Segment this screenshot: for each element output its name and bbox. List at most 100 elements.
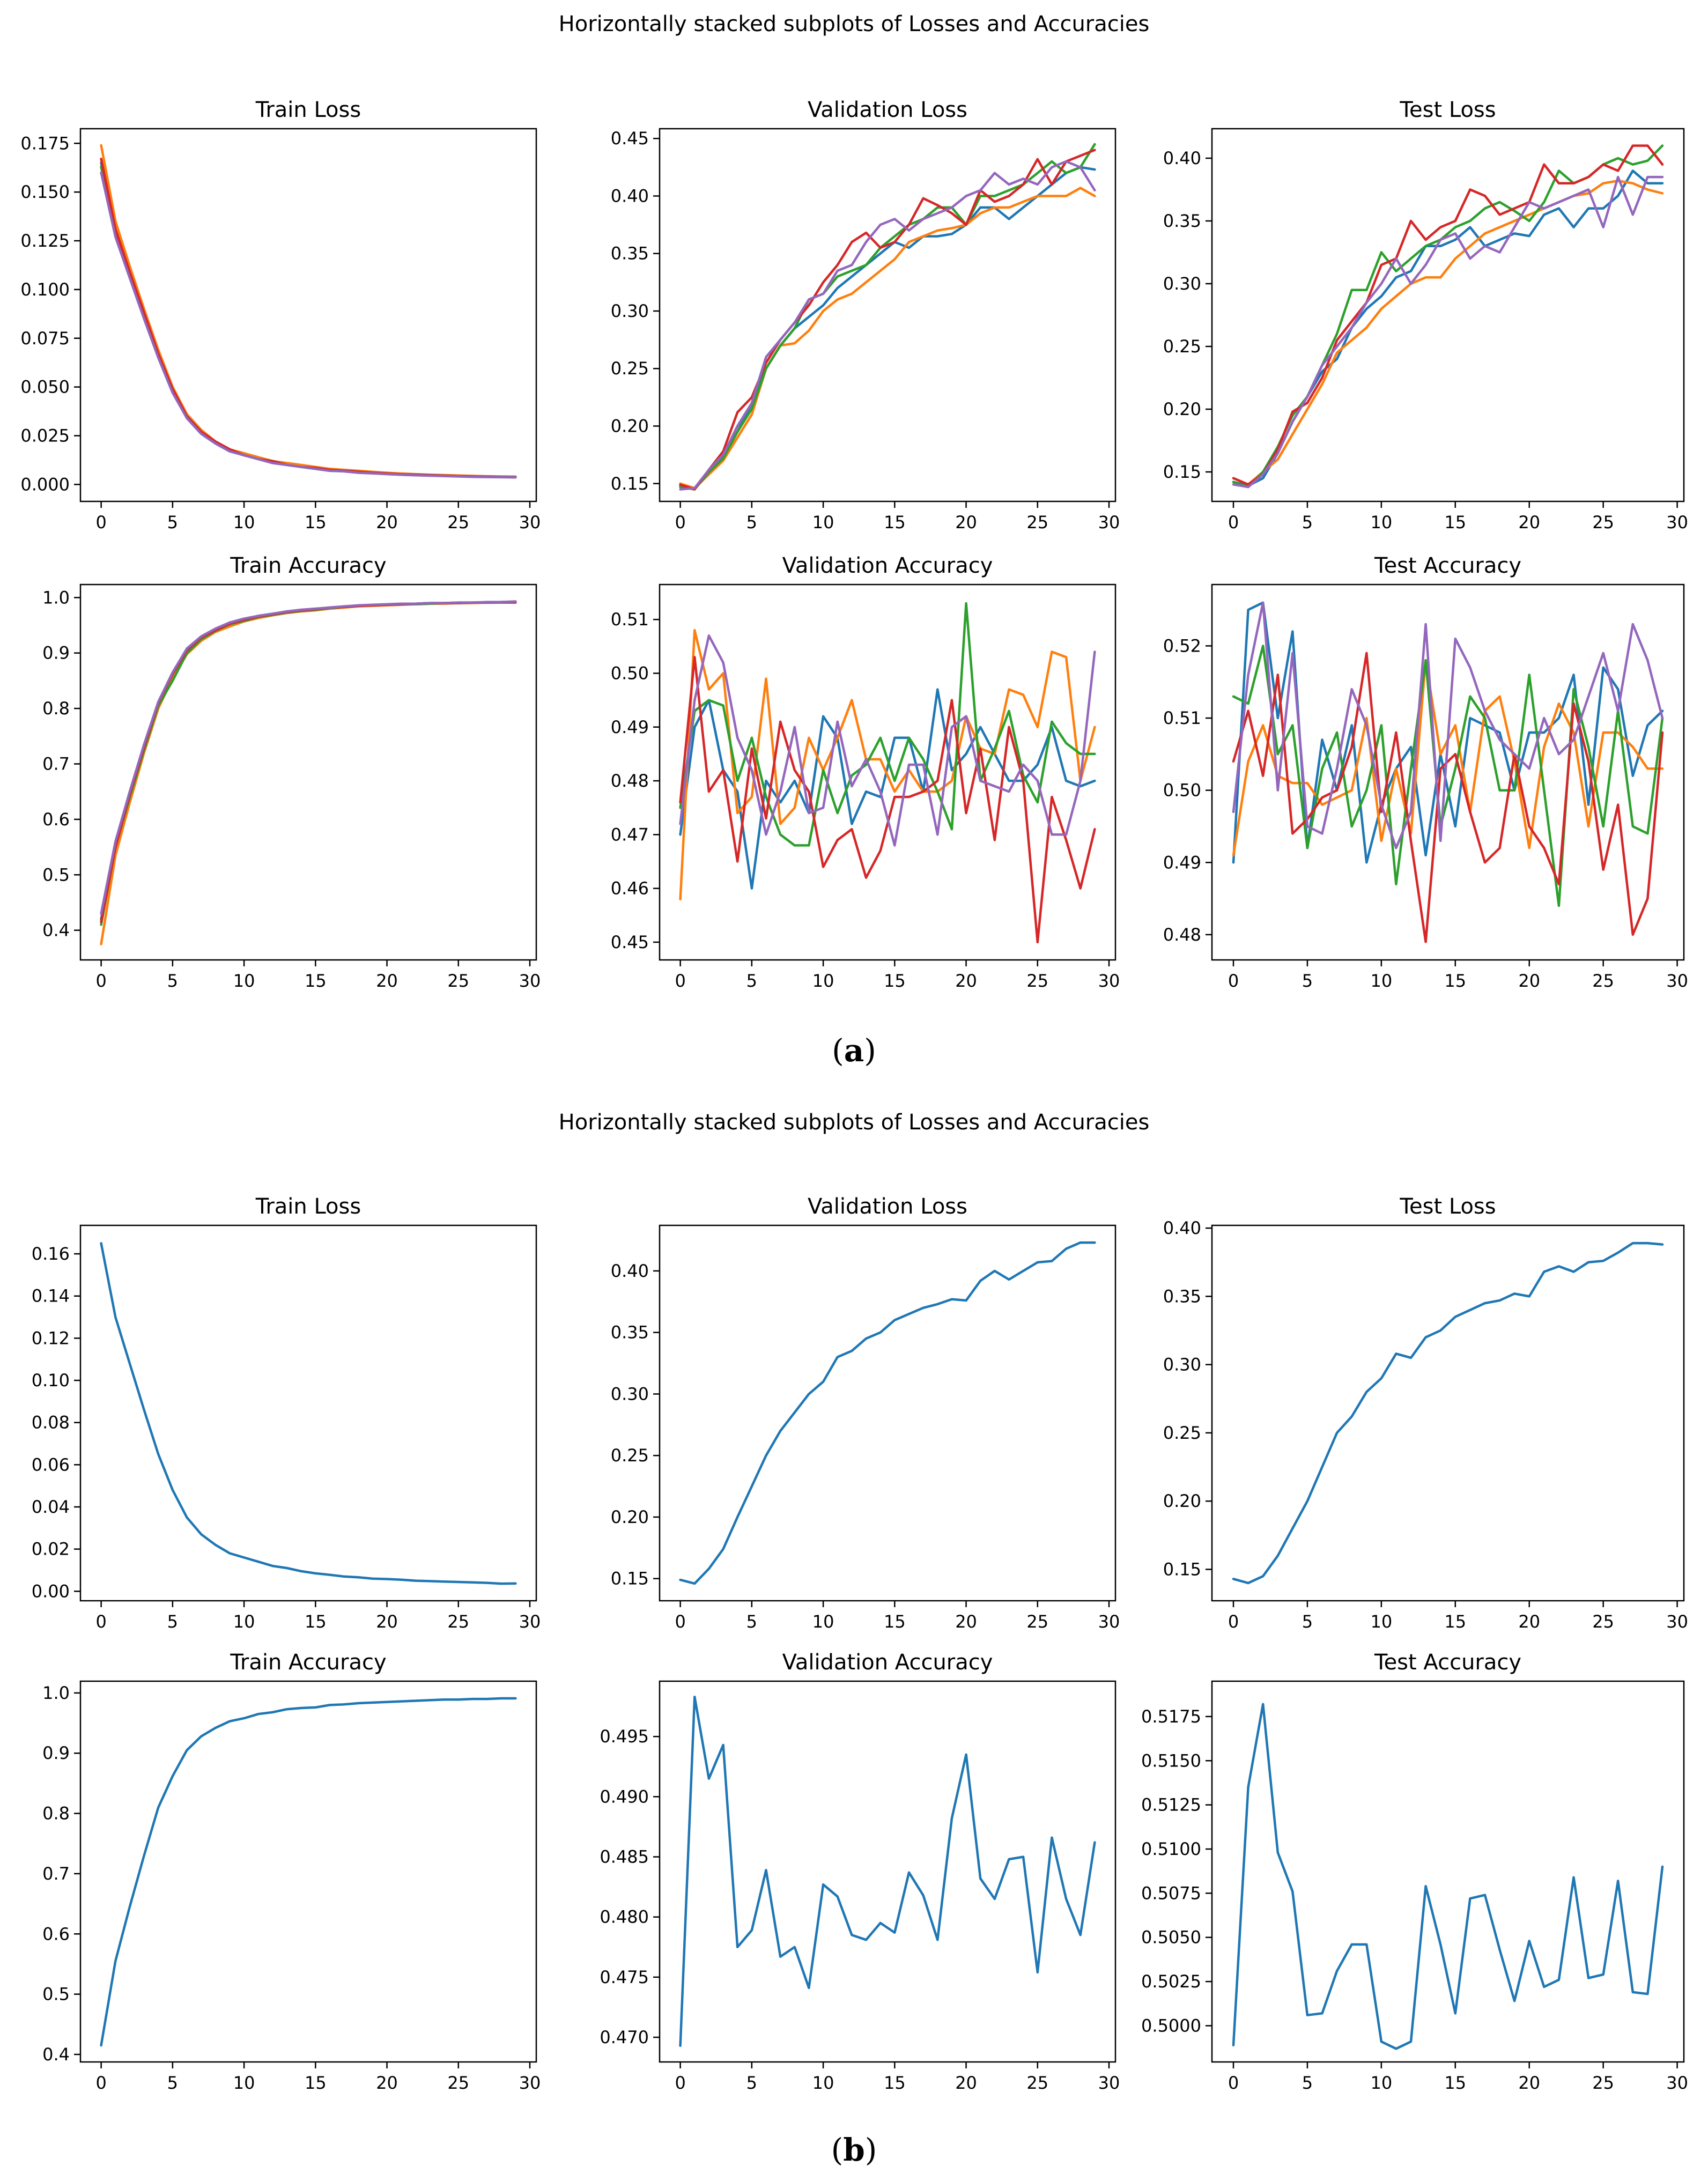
chart-b-validation-accuracy-xtick-label: 15 [884, 2073, 906, 2093]
chart-b-test-loss-series-1 [1232, 1241, 1664, 1585]
chart-a-test-loss-series-4 [1232, 144, 1664, 486]
suptitle-a: Horizontally stacked subplots of Losses … [558, 12, 1150, 36]
chart-a-train-loss-ytick-label: 0.100 [20, 279, 70, 300]
chart-a-train-accuracy-ytick-label: 1.0 [42, 587, 70, 608]
chart-a-test-accuracy-ytick-label: 0.52 [1163, 635, 1201, 656]
chart-b-validation-accuracy-frame [659, 1680, 1117, 2063]
chart-a-validation-loss-ytick-label: 0.15 [611, 474, 649, 494]
chart-b-validation-accuracy-ytick-label: 0.485 [600, 1847, 649, 1867]
chart-b-train-loss-xtick-label: 30 [519, 1611, 541, 1632]
chart-b-test-loss: Test Loss 0 5 10 15 20 25 30 0.15 0.20 0.25 0.30 0.3… [1163, 1194, 1688, 1632]
chart-b-validation-accuracy-ytick-label: 0.480 [600, 1907, 649, 1927]
chart-a-test-accuracy-ytick-label: 0.49 [1163, 852, 1201, 873]
chart-a-validation-loss-xtick-label: 30 [1098, 512, 1120, 533]
chart-a-train-accuracy-ytick-label: 0.6 [42, 809, 70, 830]
chart-b-train-accuracy-xtick-label: 30 [519, 2073, 541, 2093]
chart-a-validation-accuracy-series-4 [679, 656, 1096, 944]
chart-a-test-accuracy-series-3 [1232, 645, 1664, 907]
chart-b-test-loss-ytick-label: 0.35 [1163, 1286, 1201, 1306]
chart-a-validation-accuracy-xtick-label: 0 [675, 971, 685, 991]
chart-b-test-loss-ytick-label: 0.40 [1163, 1218, 1201, 1238]
chart-b-test-accuracy: Test Accuracy 0 5 10 15 20 25 30 0.5000 0.5025 0.5… [1141, 1650, 1688, 2093]
chart-a-train-accuracy-xtick-label: 15 [305, 971, 327, 991]
chart-b-test-loss-ytick-label: 0.15 [1163, 1559, 1201, 1579]
chart-b-validation-loss-xtick-label: 20 [955, 1611, 977, 1632]
chart-b-test-accuracy-ytick-label: 0.5025 [1141, 1971, 1201, 1992]
chart-a-test-loss-series-3 [1232, 144, 1664, 489]
chart-a-test-accuracy-series-5 [1232, 601, 1664, 849]
chart-b-train-accuracy-ytick-label: 0.7 [42, 1864, 70, 1884]
chart-b-test-loss-xtick-label: 20 [1518, 1611, 1540, 1632]
chart-b-validation-loss-ytick-label: 0.35 [611, 1322, 649, 1343]
chart-b-test-loss-ytick-label: 0.25 [1163, 1423, 1201, 1443]
chart-a-validation-loss-ytick-label: 0.35 [611, 243, 649, 264]
caption-a: (a) [832, 1032, 876, 1069]
chart-a-test-accuracy-series-4 [1232, 652, 1664, 943]
chart-a-train-loss-ytick-label: 0.050 [20, 377, 70, 397]
chart-b-train-loss-ytick-label: 0.00 [32, 1581, 70, 1601]
chart-a-test-accuracy-ytick-label: 0.48 [1163, 925, 1201, 945]
chart-a-test-loss-ytick-label: 0.35 [1163, 211, 1201, 231]
chart-b-test-loss-xtick-label: 5 [1302, 1611, 1313, 1632]
chart-a-test-loss-series-1 [1232, 169, 1664, 487]
chart-b-validation-loss-frame [659, 1224, 1117, 1602]
chart-b-validation-loss-ytick-label: 0.20 [611, 1507, 649, 1527]
chart-b-test-loss-xtick-label: 30 [1666, 1611, 1688, 1632]
chart-b-validation-loss-ytick-label: 0.25 [611, 1445, 649, 1466]
chart-b-test-accuracy-ytick-label: 0.5150 [1141, 1750, 1201, 1771]
chart-a-validation-loss-frame [659, 128, 1117, 502]
chart-b-test-accuracy-xtick-label: 25 [1592, 2073, 1614, 2093]
chart-b-train-loss-xtick-label: 25 [447, 1611, 469, 1632]
chart-b-train-loss-xtick-label: 10 [233, 1611, 255, 1632]
chart-a-test-loss-ytick-label: 0.25 [1163, 336, 1201, 357]
chart-a-train-loss-xtick-label: 25 [447, 512, 469, 533]
chart-b-train-accuracy: Train Accuracy 0 5 10 15 20 25 30 0.4 0.5 0.6 0.7 0.… [42, 1650, 541, 2093]
caption-b-label: b [843, 2132, 865, 2168]
chart-b-test-loss-ytick-label: 0.20 [1163, 1491, 1201, 1511]
chart-b-test-accuracy-xtick-label: 5 [1302, 2073, 1313, 2093]
chart-a-train-accuracy-ytick-label: 0.7 [42, 753, 70, 774]
chart-a-train-loss-ytick-label: 0.125 [20, 231, 70, 251]
chart-a-train-loss-xtick-label: 0 [95, 512, 106, 533]
chart-a-train-loss-xtick-label: 15 [305, 512, 327, 533]
chart-a-train-accuracy-series-2 [100, 601, 517, 945]
chart-a-validation-loss-ytick-label: 0.45 [611, 128, 649, 149]
chart-b-validation-loss-ytick-label: 0.40 [611, 1261, 649, 1281]
chart-b-validation-loss-xtick-label: 30 [1098, 1611, 1120, 1632]
chart-a-train-accuracy-series-4 [100, 601, 517, 923]
chart-a-validation-accuracy-series-3 [679, 602, 1096, 847]
chart-a-test-accuracy-title: Test Accuracy [1374, 553, 1521, 578]
chart-b-validation-accuracy-ytick-label: 0.475 [600, 1967, 649, 1987]
chart-b-validation-loss-xtick-label: 15 [884, 1611, 906, 1632]
chart-b-validation-accuracy-xtick-label: 0 [675, 2073, 685, 2093]
chart-a-train-accuracy-ytick-label: 0.9 [42, 643, 70, 663]
chart-a-validation-accuracy-xtick-label: 5 [746, 971, 757, 991]
chart-b-train-loss-xtick-label: 20 [376, 1611, 398, 1632]
chart-b-train-accuracy-xtick-label: 20 [376, 2073, 398, 2093]
chart-a-validation-loss: Validation Loss 0 5 10 15 20 25 30 0.15 0.20 0.25 0… [611, 98, 1120, 533]
chart-b-train-accuracy-frame [79, 1680, 537, 2063]
caption-b: (b) [831, 2132, 877, 2168]
chart-b-train-accuracy-xtick-label: 25 [447, 2073, 469, 2093]
chart-a-validation-accuracy-series-2 [679, 629, 1096, 900]
chart-b-train-loss-ytick-label: 0.08 [32, 1413, 70, 1433]
chart-a-validation-accuracy: Validation Accuracy 0 5 10 15 20 25 30 0.45 0.46 0… [611, 553, 1120, 991]
chart-a-validation-accuracy-series-5 [679, 634, 1096, 847]
chart-a-train-loss-ytick-label: 0.150 [20, 182, 70, 202]
chart-b-test-accuracy-ytick-label: 0.5050 [1141, 1927, 1201, 1948]
chart-b-train-accuracy-ytick-label: 1.0 [42, 1683, 70, 1703]
chart-a-test-loss-title: Test Loss [1399, 98, 1496, 122]
chart-a-validation-accuracy-xtick-label: 20 [955, 971, 977, 991]
chart-a-validation-accuracy-ytick-label: 0.45 [611, 932, 649, 952]
chart-b-validation-accuracy-title: Validation Accuracy [782, 1650, 993, 1675]
chart-b-train-accuracy-xtick-label: 15 [305, 2073, 327, 2093]
chart-a-train-loss-ytick-label: 0.025 [20, 426, 70, 446]
chart-a-train-loss-xtick-label: 10 [233, 512, 255, 533]
chart-a-train-accuracy-xtick-label: 30 [519, 971, 541, 991]
chart-b-train-loss-series-1 [100, 1242, 517, 1585]
chart-a-test-accuracy-ytick-label: 0.51 [1163, 708, 1201, 728]
chart-b-train-accuracy-ytick-label: 0.4 [42, 2044, 70, 2065]
chart-a-train-accuracy-title: Train Accuracy [230, 553, 386, 578]
chart-b-train-loss-ytick-label: 0.12 [32, 1328, 70, 1348]
chart-a-train-loss: Train Loss 0 5 10 15 20 25 30 0.000 0.025 0.050 0.0… [20, 98, 541, 533]
